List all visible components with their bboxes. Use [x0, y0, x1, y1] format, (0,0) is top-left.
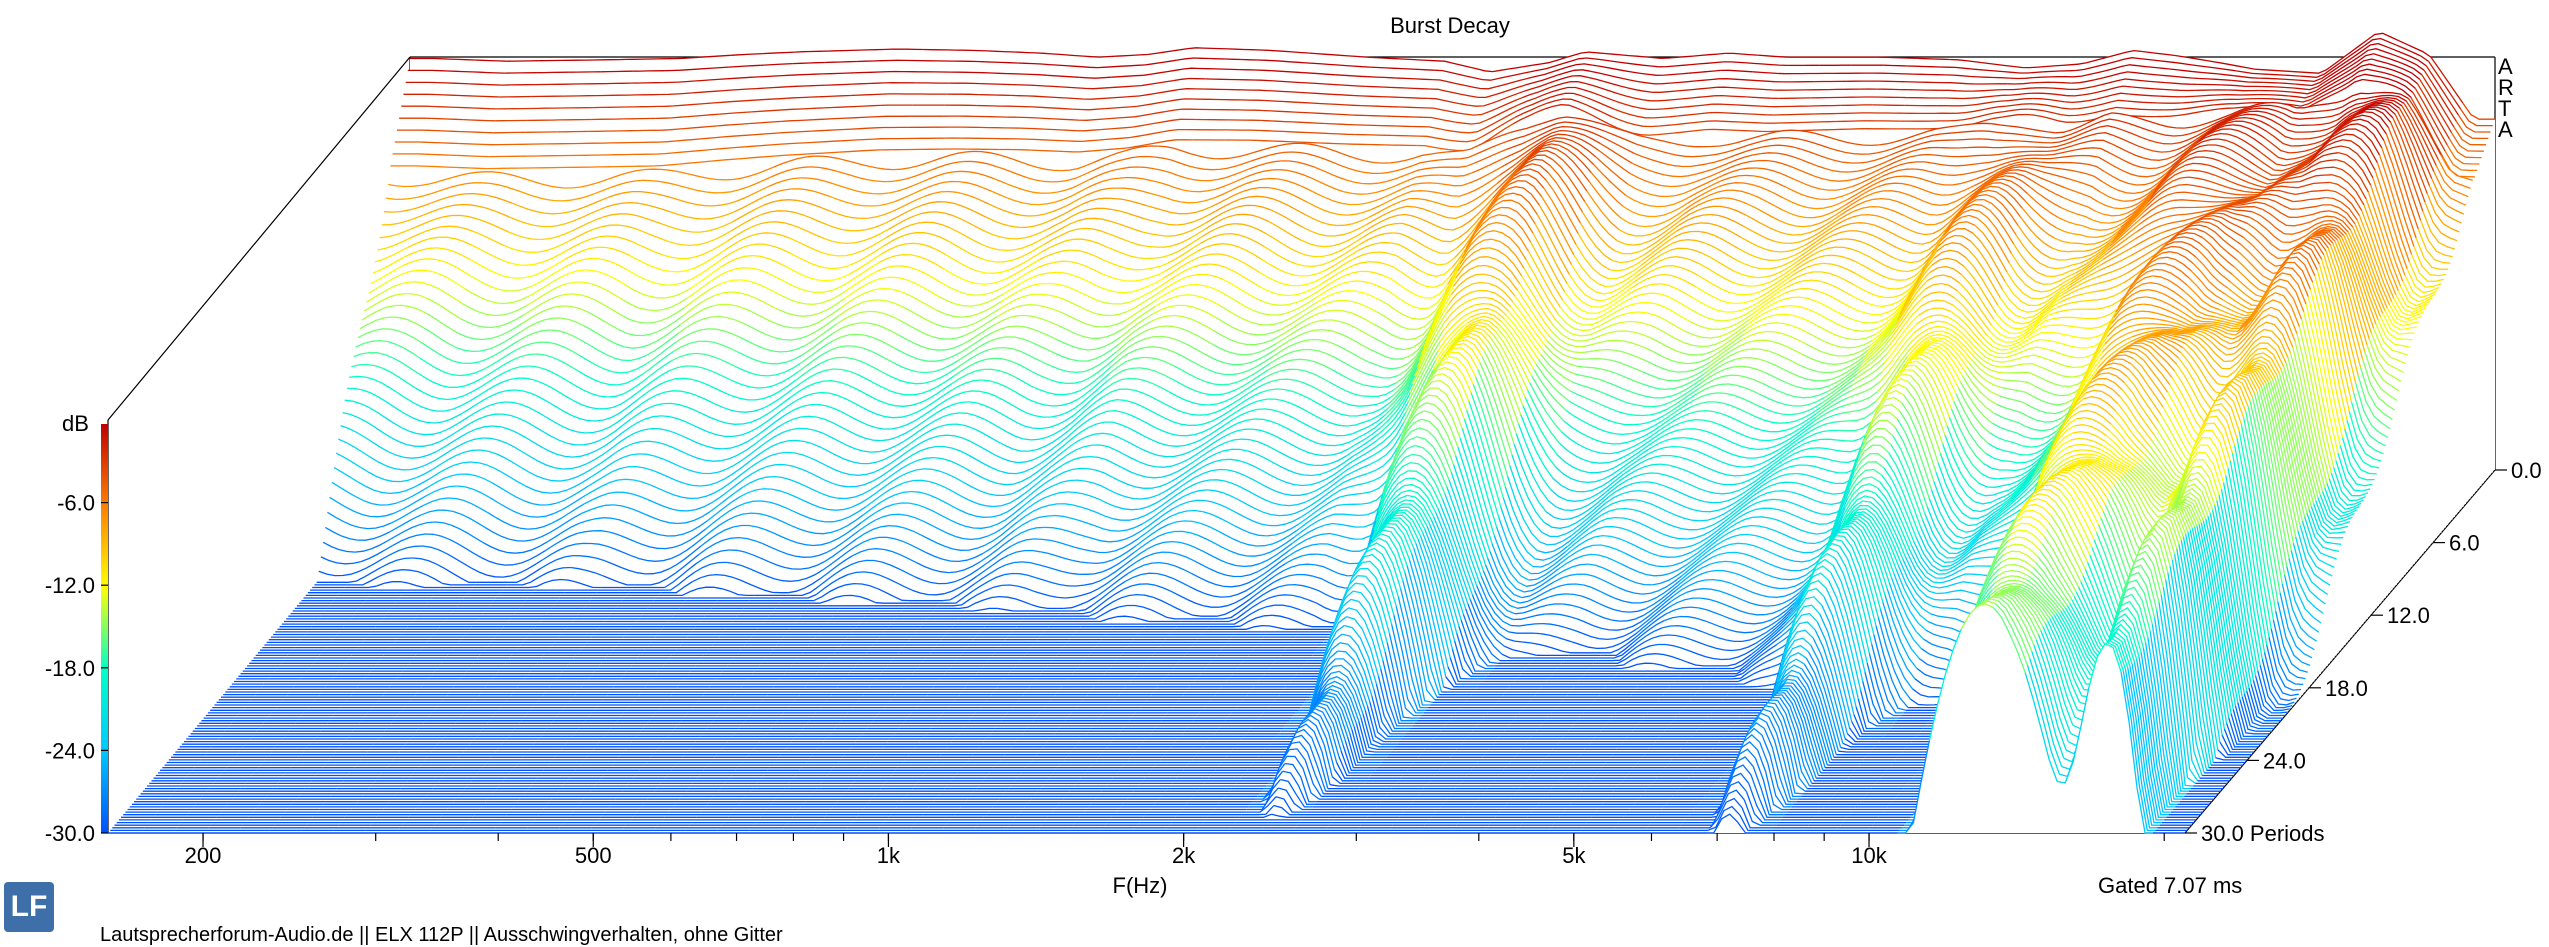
x-tick-label: 200	[185, 843, 222, 868]
x-axis: 200 500 1k 2k 5k 10k	[185, 833, 2165, 868]
x-tick-label: 1k	[877, 843, 901, 868]
depth-tick-label: 6.0	[2449, 531, 2480, 556]
depth-tick-label: 24.0	[2263, 748, 2306, 773]
depth-tick-label: 30.0 Periods	[2201, 821, 2325, 846]
chart-title: Burst Decay	[1390, 13, 1510, 38]
x-axis-label: F(Hz)	[1113, 873, 1168, 898]
vendor-letter: A	[2498, 54, 2513, 79]
x-tick-label: 500	[575, 843, 612, 868]
vendor-letter: T	[2498, 96, 2511, 121]
x-tick-label: 5k	[1562, 843, 1586, 868]
depth-axis: 0.0 6.0 12.0 18.0 24.0 30.0 Periods	[2185, 458, 2542, 846]
footer-caption: Lautsprecherforum-Audio.de || ELX 112P |…	[100, 924, 783, 947]
site-logo: LF	[4, 882, 54, 932]
depth-tick-label: 0.0	[2511, 458, 2542, 483]
x-tick-label: 2k	[1172, 843, 1196, 868]
decay-slice	[108, 603, 2185, 834]
waterfall-slices	[108, 32, 2495, 834]
depth-tick-label: 18.0	[2325, 676, 2368, 701]
z-axis-ticks: -6.0 -12.0 -18.0 -24.0 -30.0	[45, 491, 108, 846]
z-tick-label: -18.0	[45, 656, 95, 681]
z-tick-label: -12.0	[45, 573, 95, 598]
gated-label: Gated 7.07 ms	[2098, 873, 2242, 898]
z-tick-label: -6.0	[57, 491, 95, 516]
color-scale-bar	[101, 424, 108, 833]
z-axis-label: dB	[62, 411, 89, 436]
depth-tick-label: 12.0	[2387, 603, 2430, 628]
x-tick-label: 10k	[1851, 843, 1887, 868]
z-tick-label: -30.0	[45, 821, 95, 846]
vendor-letter: R	[2498, 75, 2514, 100]
z-tick-label: -24.0	[45, 738, 95, 763]
vendor-letter: A	[2498, 117, 2513, 142]
